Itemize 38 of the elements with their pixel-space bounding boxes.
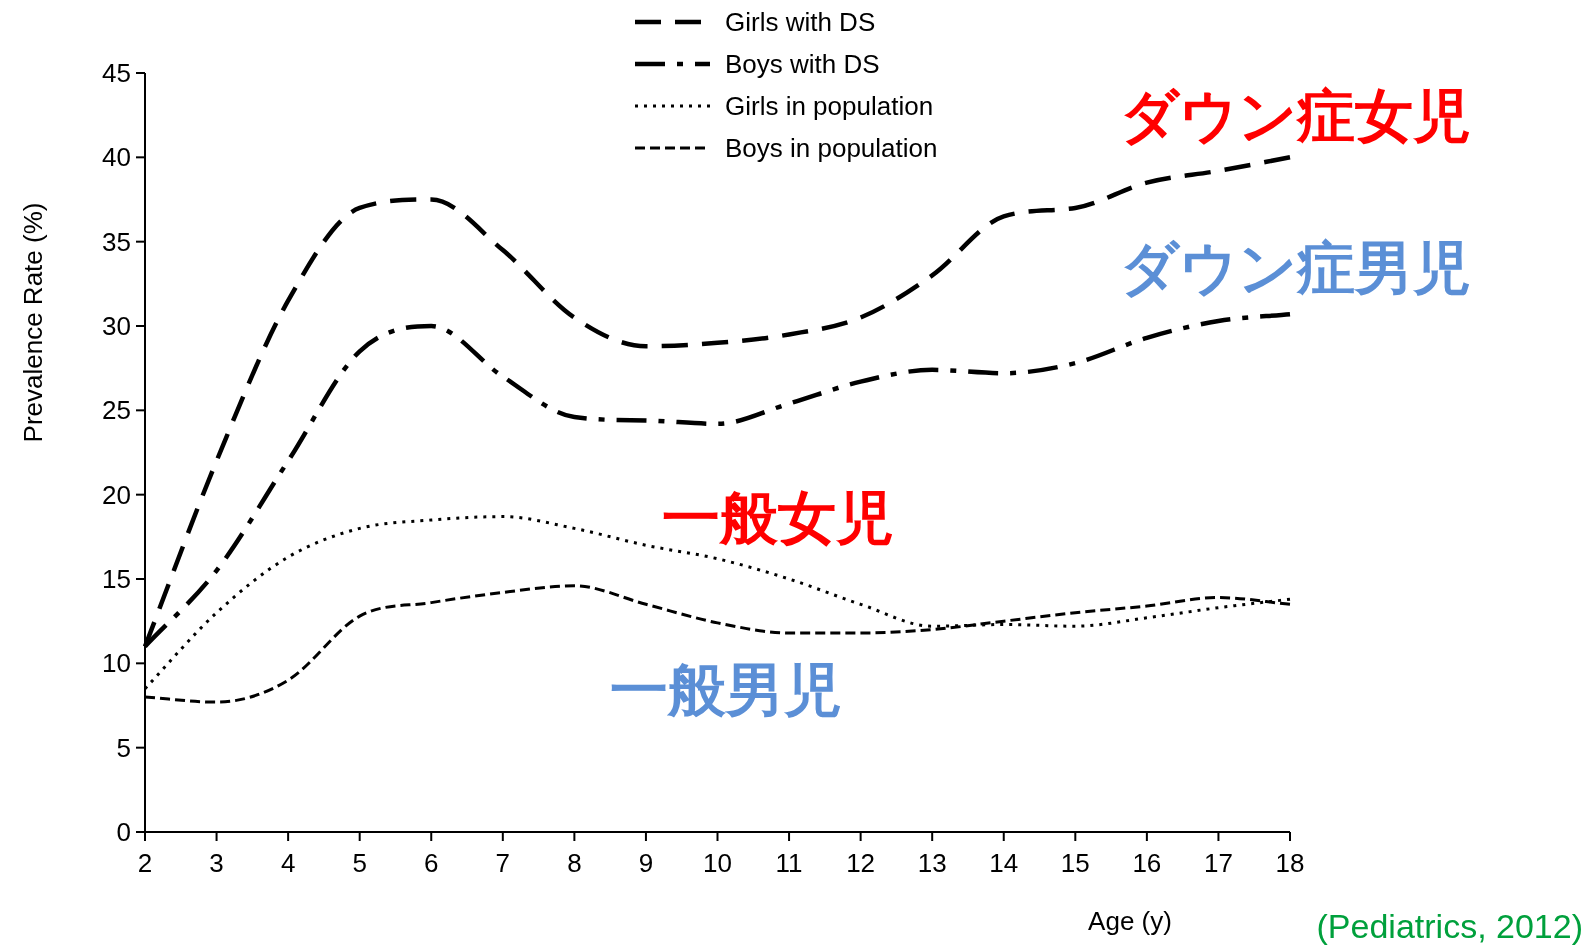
x-tick-label: 17 (1203, 848, 1233, 878)
annotation: ダウン症男児 (1120, 234, 1471, 302)
x-tick-label: 4 (280, 848, 296, 878)
x-tick-label: 18 (1275, 848, 1305, 878)
y-tick-label: 35 (102, 226, 131, 257)
y-tick-label: 45 (102, 58, 131, 88)
annotation: 一般男児 (610, 656, 842, 724)
y-tick-label: 30 (102, 311, 131, 341)
x-tick-label: 9 (638, 848, 654, 878)
text: (Pediatrics, 2012) (1316, 907, 1583, 945)
x-tick-label: 13 (917, 848, 947, 878)
x-tick-label: 16 (1132, 848, 1162, 878)
x-tick-label: 15 (1060, 848, 1090, 878)
y-tick-label: 10 (102, 648, 131, 679)
x-tick-label: 2 (137, 848, 153, 878)
x-tick-label: 8 (567, 848, 582, 878)
y-tick-label: 40 (102, 142, 131, 173)
y-tick-label: 25 (102, 395, 131, 426)
annotation: ダウン症女児 (1120, 82, 1471, 150)
legend-label: Girls with DS (725, 7, 876, 37)
x-tick-label: 10 (703, 848, 732, 878)
y-tick-label: 0 (116, 817, 131, 847)
y-axis-title: Prevalence Rate (%) (18, 202, 48, 443)
y-tick-label: 5 (116, 732, 131, 763)
x-tick-label: 6 (424, 848, 439, 878)
x-tick-label: 3 (209, 848, 224, 878)
y-tick-label: 15 (102, 564, 131, 594)
legend-label: Boys in population (725, 133, 938, 163)
x-tick-label: 12 (846, 848, 876, 878)
y-tick-label: 20 (102, 479, 131, 510)
x-tick-label: 14 (989, 848, 1019, 878)
x-tick-label: 5 (352, 848, 367, 878)
annotation: 一般女児 (662, 484, 894, 552)
legend-label: Boys with DS (725, 49, 880, 79)
x-tick-label: 7 (495, 848, 511, 878)
x-tick-label: 11 (775, 848, 803, 878)
x-axis-title: Age (y) (1088, 906, 1172, 936)
legend-label: Girls in population (725, 91, 934, 121)
